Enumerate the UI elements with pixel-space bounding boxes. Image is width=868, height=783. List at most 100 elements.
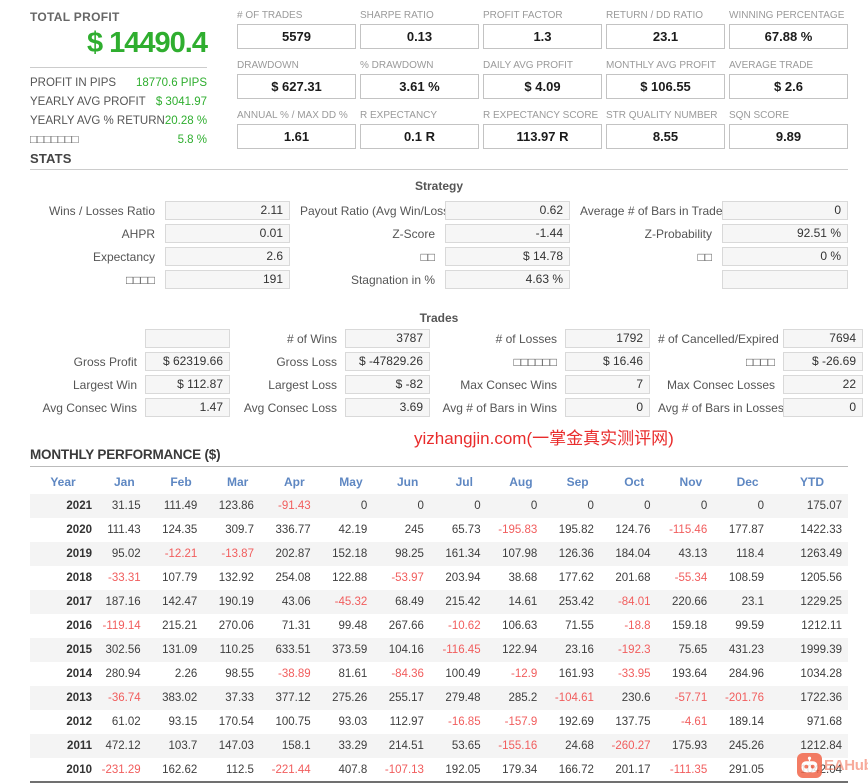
monthly-cell: -84.36	[391, 668, 424, 680]
stat-label: Z-Score	[392, 226, 435, 241]
summary-row: □□□□□□□ 5.8 %	[30, 130, 207, 149]
monthly-header-cell: Year	[50, 475, 76, 489]
monthly-cell: 161.34	[445, 548, 481, 560]
metric-value: 67.88 %	[729, 24, 848, 49]
monthly-cell: 291.05	[728, 763, 764, 776]
monthly-cell: 161.93	[558, 668, 594, 680]
monthly-cell: 1999.39	[800, 644, 842, 656]
metric-label: PROFIT FACTOR	[483, 10, 563, 21]
monthly-cell: 0	[417, 500, 424, 512]
monthly-cell: -33.95	[617, 668, 651, 680]
summary-row-label: YEARLY AVG PROFIT	[30, 95, 146, 108]
monthly-cell: -36.74	[108, 692, 141, 704]
metric-value: 23.1	[606, 24, 725, 49]
stat-label: Gross Profit	[73, 354, 137, 369]
summary-row-label: PROFIT IN PIPS	[30, 76, 117, 89]
monthly-cell: -104.61	[554, 692, 594, 704]
metric-value: $ 627.31	[237, 74, 356, 99]
table-row: 2015 302.56 131.09 110.25 633.51 373.59 104.16…	[30, 638, 848, 662]
monthly-cell: 158.1	[281, 740, 311, 752]
monthly-performance-title: MONTHLY PERFORMANCE ($)	[30, 447, 221, 462]
metric-value: 113.97 R	[483, 124, 602, 149]
metric-label: MONTHLY AVG PROFIT	[606, 60, 717, 71]
metric-label: # OF TRADES	[237, 10, 303, 21]
monthly-cell: 23.1	[741, 596, 764, 608]
metric-cell: DRAWDOWN $ 627.31	[237, 60, 356, 99]
table-row: 2019 95.02 -12.21 -13.87 202.87 152.18 98.25 16…	[30, 542, 848, 566]
stat-value: 3787	[345, 329, 430, 348]
monthly-header-row: Year Jan Feb Mar Apr May Jun Jul Aug Sep Oct Nov Dec…	[30, 470, 848, 494]
stat-value: 0	[722, 201, 848, 220]
stat-label: Avg # of Bars in Wins	[442, 400, 558, 415]
monthly-cell: 98.25	[395, 548, 424, 560]
stat-label: Expectancy	[92, 249, 155, 264]
stat-value: $ -82	[345, 375, 430, 394]
monthly-cell: 112.97	[389, 716, 424, 728]
monthly-cell: 166.72	[558, 763, 594, 776]
metric-value: 1.61	[237, 124, 356, 149]
monthly-cell: 31.15	[111, 500, 141, 512]
year-cell: 2021	[66, 500, 92, 512]
table-row: 2013 -36.74 383.02 37.33 377.12 275.26 255.17 2…	[30, 686, 848, 710]
metric-cell: # OF TRADES 5579	[237, 10, 356, 49]
monthly-cell: 971.68	[806, 716, 842, 728]
monthly-cell: 373.59	[332, 644, 368, 656]
stat-label: Max Consec Losses	[666, 377, 775, 392]
monthly-cell: 1034.28	[800, 668, 842, 680]
stat-value: 3.69	[345, 398, 430, 417]
monthly-cell: 302.56	[105, 644, 141, 656]
stat-label: □□	[697, 249, 713, 264]
metric-cell: WINNING PERCENTAGE 67.88 %	[729, 10, 848, 49]
robot-icon	[797, 753, 822, 778]
monthly-cell: 0	[360, 500, 368, 512]
stat-label: Gross Loss	[276, 354, 337, 369]
monthly-cell: 43.13	[678, 548, 708, 560]
monthly-cell: 184.04	[615, 548, 651, 560]
monthly-cell: -45.32	[334, 596, 368, 608]
table-row: 2021 31.15 111.49 123.86 -91.43 0 0 0 0 0 0 0 0 175.0…	[30, 494, 848, 518]
monthly-cell: 193.64	[672, 668, 708, 680]
stat-value: 0	[783, 398, 863, 417]
total-profit-panel: TOTAL PROFIT $ 14490.4 PROFIT IN PIPS 187…	[30, 10, 208, 149]
divider	[30, 169, 848, 170]
monthly-cell: 23.16	[565, 644, 594, 656]
monthly-header-cell: Nov	[679, 475, 703, 489]
strategy-stats-table: Wins / Losses Ratio 2.11 Payout Ratio (Avg…	[30, 199, 848, 291]
metric-label: SHARPE RATIO	[360, 10, 434, 21]
stat-label: Average # of Bars in Trade	[580, 203, 723, 218]
monthly-cell: 99.48	[338, 620, 368, 632]
stat-label: Wins / Losses Ratio	[48, 203, 155, 218]
metric-label: DRAWDOWN	[237, 60, 299, 71]
stat-label: Avg Consec Loss	[243, 400, 337, 415]
monthly-cell: 43.06	[281, 596, 311, 608]
stat-value: 191	[165, 270, 290, 289]
monthly-cell: 170.54	[218, 716, 254, 728]
monthly-cell: 309.7	[225, 524, 254, 536]
monthly-cell: 65.73	[451, 524, 481, 536]
monthly-cell: 0	[644, 500, 651, 512]
monthly-cell: 159.18	[672, 620, 708, 632]
monthly-cell: -195.83	[498, 524, 538, 536]
monthly-header-cell: Jun	[396, 475, 419, 489]
monthly-cell: 95.02	[111, 548, 141, 560]
summary-row-label: YEARLY AVG % RETURN	[30, 114, 165, 127]
year-cell: 2012	[66, 716, 92, 728]
monthly-cell: -57.71	[674, 692, 708, 704]
monthly-cell: 123.86	[218, 500, 254, 512]
monthly-cell: 137.75	[615, 716, 651, 728]
monthly-cell: 14.61	[508, 596, 538, 608]
monthly-cell: 1263.49	[800, 548, 842, 560]
monthly-cell: 1422.33	[800, 524, 842, 536]
year-cell: 2015	[66, 644, 92, 656]
monthly-cell: 267.66	[388, 620, 424, 632]
monthly-cell: -119.14	[102, 620, 141, 632]
stat-value: 0.01	[165, 224, 290, 243]
monthly-body: 2021 31.15 111.49 123.86 -91.43 0 0 0 0 0 0 0 0 175.0…	[30, 494, 848, 782]
stat-value: $ 16.46	[565, 352, 650, 371]
monthly-cell: 104.16	[388, 644, 424, 656]
stat-row: □□□□ 191 Stagnation in % 4.63 %	[30, 268, 848, 291]
stat-row: Expectancy 2.6 □□ $ 14.78 □□ 0 %	[30, 245, 848, 268]
monthly-cell: 110.25	[219, 644, 254, 656]
monthly-cell: 0	[587, 500, 594, 512]
stat-value: 2.11	[165, 201, 290, 220]
